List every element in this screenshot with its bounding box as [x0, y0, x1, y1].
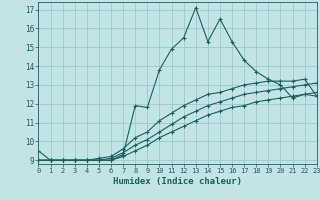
- X-axis label: Humidex (Indice chaleur): Humidex (Indice chaleur): [113, 177, 242, 186]
